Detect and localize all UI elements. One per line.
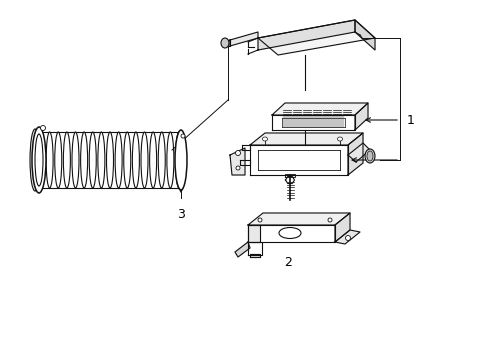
Polygon shape xyxy=(348,133,363,175)
Ellipse shape xyxy=(367,151,373,161)
Polygon shape xyxy=(248,225,260,242)
Ellipse shape xyxy=(115,132,122,188)
Ellipse shape xyxy=(181,134,185,138)
Polygon shape xyxy=(286,176,294,184)
Ellipse shape xyxy=(221,38,229,48)
Ellipse shape xyxy=(279,228,301,238)
Polygon shape xyxy=(335,230,360,244)
Polygon shape xyxy=(355,103,368,130)
Polygon shape xyxy=(235,242,250,257)
Ellipse shape xyxy=(30,129,40,191)
Ellipse shape xyxy=(175,130,187,190)
Text: 2: 2 xyxy=(284,256,292,270)
Polygon shape xyxy=(240,160,250,165)
Text: 1: 1 xyxy=(407,113,415,126)
Ellipse shape xyxy=(72,132,79,188)
Ellipse shape xyxy=(32,127,46,193)
Ellipse shape xyxy=(81,132,88,188)
Polygon shape xyxy=(250,254,260,257)
Polygon shape xyxy=(225,40,230,46)
Ellipse shape xyxy=(46,132,53,188)
Polygon shape xyxy=(348,143,370,162)
Ellipse shape xyxy=(89,132,96,188)
Ellipse shape xyxy=(98,132,105,188)
Polygon shape xyxy=(248,213,350,225)
Ellipse shape xyxy=(338,137,343,141)
Polygon shape xyxy=(272,115,355,130)
Polygon shape xyxy=(335,213,350,242)
Ellipse shape xyxy=(328,218,332,222)
Polygon shape xyxy=(248,242,262,255)
Ellipse shape xyxy=(167,132,174,188)
Ellipse shape xyxy=(141,132,148,188)
Ellipse shape xyxy=(124,132,131,188)
Ellipse shape xyxy=(365,149,375,163)
Polygon shape xyxy=(242,145,250,150)
Ellipse shape xyxy=(38,132,45,188)
Polygon shape xyxy=(258,20,375,55)
Ellipse shape xyxy=(236,166,240,170)
Polygon shape xyxy=(285,174,295,177)
Ellipse shape xyxy=(158,132,165,188)
Polygon shape xyxy=(248,225,335,242)
Ellipse shape xyxy=(263,137,268,141)
Ellipse shape xyxy=(345,235,350,240)
Ellipse shape xyxy=(41,126,46,130)
Ellipse shape xyxy=(258,218,262,222)
Ellipse shape xyxy=(149,132,157,188)
Ellipse shape xyxy=(236,150,241,156)
Ellipse shape xyxy=(132,132,139,188)
Polygon shape xyxy=(355,20,375,50)
Polygon shape xyxy=(272,103,368,115)
Polygon shape xyxy=(250,145,348,175)
Ellipse shape xyxy=(55,132,62,188)
Ellipse shape xyxy=(175,132,182,188)
Ellipse shape xyxy=(106,132,114,188)
Ellipse shape xyxy=(63,132,71,188)
Polygon shape xyxy=(230,32,258,46)
Text: 3: 3 xyxy=(177,208,185,221)
Polygon shape xyxy=(250,133,363,145)
Ellipse shape xyxy=(35,134,43,186)
Polygon shape xyxy=(230,148,245,175)
Polygon shape xyxy=(258,20,355,50)
FancyBboxPatch shape xyxy=(35,132,185,188)
